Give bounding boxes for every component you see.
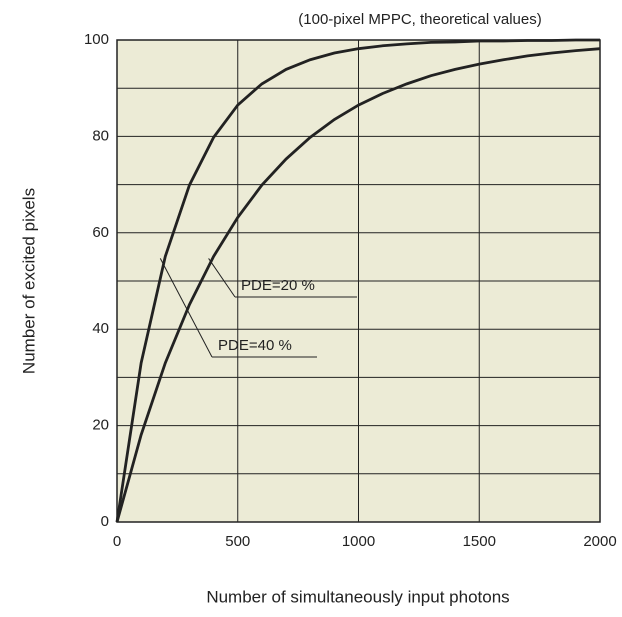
y-tick-label: 0 [101,513,109,530]
leader-line [159,258,213,358]
plot-frame [116,39,601,523]
x-tick-label: 2000 [583,533,616,550]
y-tick-label: 100 [84,31,109,48]
y-axis-title: Number of excited pixels [19,188,38,374]
x-tick-label: 500 [225,533,250,550]
y-tick-label: 20 [92,417,109,434]
series-label: PDE=40 % [218,337,292,354]
series-label: PDE=20 % [241,277,315,294]
x-axis-title: Number of simultaneously input photons [206,587,509,606]
series-line [115,47,601,523]
chart-annotation: (100-pixel MPPC, theoretical values) [298,11,541,28]
x-tick-label: 0 [113,533,121,550]
y-tick-label: 80 [92,127,109,144]
y-tick-label: 60 [92,224,109,241]
series-line [115,38,600,523]
y-tick-label: 40 [92,320,109,337]
x-tick-label: 1500 [463,533,496,550]
x-tick-label: 1000 [342,533,375,550]
leader-line [208,258,236,298]
